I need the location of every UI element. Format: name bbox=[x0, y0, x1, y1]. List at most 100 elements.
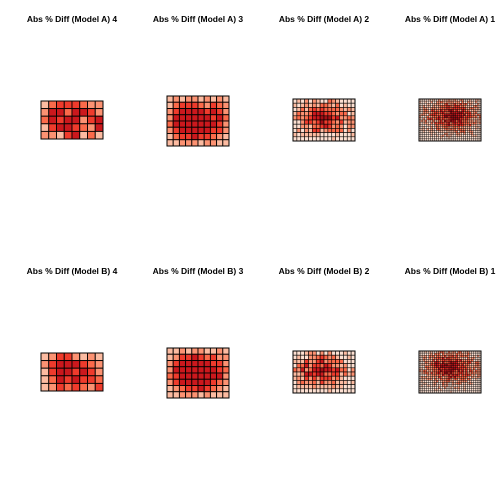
heatmap-cell bbox=[467, 105, 470, 108]
heatmap-cell bbox=[216, 126, 224, 134]
heatmap-cell bbox=[432, 384, 435, 387]
heatmap-cell bbox=[471, 373, 474, 377]
heatmap-cell bbox=[300, 111, 305, 117]
heatmap-cell bbox=[440, 136, 443, 140]
heatmap-cell bbox=[467, 355, 470, 358]
heatmap-cell bbox=[424, 132, 427, 135]
heatmap-cell bbox=[451, 365, 455, 368]
heatmap-cell bbox=[203, 108, 211, 116]
heatmap-cell bbox=[451, 109, 455, 112]
heatmap-cell bbox=[434, 382, 437, 385]
heatmap-cell bbox=[292, 367, 298, 373]
heatmap-cell bbox=[451, 382, 455, 385]
heatmap-cell bbox=[442, 384, 445, 387]
heatmap-cell bbox=[428, 100, 431, 104]
heatmap-cell bbox=[63, 352, 73, 362]
heatmap-cell bbox=[455, 357, 458, 360]
heatmap-cell bbox=[172, 366, 180, 374]
heatmap-cell bbox=[430, 359, 433, 362]
heatmap-cell bbox=[319, 380, 325, 385]
heatmap-cell bbox=[432, 367, 435, 371]
heatmap-cell bbox=[455, 128, 458, 131]
heatmap-cell bbox=[172, 95, 180, 103]
heatmap-cell bbox=[467, 115, 470, 119]
heatmap-cell bbox=[475, 361, 478, 364]
heatmap-cell bbox=[292, 384, 298, 390]
heatmap-cell bbox=[304, 132, 309, 138]
heatmap-cell bbox=[459, 352, 462, 356]
heatmap-cell bbox=[453, 378, 456, 381]
heatmap-cell bbox=[304, 111, 309, 117]
heatmap-cell bbox=[434, 388, 437, 392]
heatmap-cell bbox=[343, 384, 348, 390]
heatmap-cell bbox=[461, 113, 464, 116]
heatmap-cell bbox=[172, 108, 180, 116]
heatmap-cell bbox=[453, 382, 456, 385]
heatmap-cell bbox=[453, 380, 456, 383]
heatmap-cell bbox=[453, 132, 456, 135]
heatmap-cell bbox=[308, 359, 313, 364]
heatmap-cell bbox=[449, 380, 453, 383]
heatmap-cell bbox=[469, 105, 472, 108]
heatmap-cell bbox=[473, 111, 476, 114]
heatmap-cell bbox=[434, 365, 437, 368]
heatmap-cell bbox=[350, 111, 356, 117]
heatmap-cell bbox=[323, 350, 329, 356]
heatmap-cell bbox=[335, 136, 340, 142]
heatmap-cell bbox=[422, 126, 425, 129]
heatmap-panel: Abs % Diff (Model A) 4 bbox=[27, 14, 117, 140]
heatmap-cell bbox=[166, 347, 174, 355]
heatmap-cell bbox=[457, 136, 460, 140]
heatmap-cell bbox=[300, 128, 305, 133]
heatmap-cell bbox=[434, 371, 437, 375]
heatmap-cell bbox=[475, 124, 478, 127]
heatmap-cell bbox=[422, 111, 425, 114]
heatmap-cell bbox=[449, 124, 453, 127]
heatmap-cell bbox=[308, 132, 313, 138]
heatmap-cell bbox=[457, 115, 460, 119]
heatmap-cell bbox=[426, 109, 429, 112]
heatmap-cell bbox=[422, 115, 425, 119]
heatmap-cell bbox=[461, 117, 464, 121]
heatmap-cell bbox=[442, 115, 445, 119]
heatmap-cell bbox=[420, 355, 424, 358]
heatmap-cell bbox=[444, 132, 447, 135]
heatmap-cell bbox=[346, 123, 352, 129]
heatmap-cell bbox=[178, 133, 187, 141]
heatmap-cell bbox=[449, 386, 453, 389]
heatmap-cell bbox=[185, 114, 193, 122]
heatmap-cell bbox=[420, 121, 424, 125]
heatmap-cell bbox=[216, 95, 224, 103]
heatmap-cell bbox=[467, 136, 470, 140]
heatmap-cell bbox=[449, 109, 453, 112]
heatmap-cell bbox=[350, 132, 356, 138]
heatmap-cell bbox=[447, 119, 451, 123]
heatmap-cell bbox=[434, 100, 437, 104]
heatmap-cell bbox=[323, 102, 329, 108]
heatmap-cell bbox=[461, 363, 464, 366]
heatmap-cell bbox=[457, 121, 460, 125]
heatmap-cell bbox=[451, 369, 455, 373]
heatmap-cell bbox=[178, 108, 187, 116]
heatmap-cell bbox=[87, 367, 96, 377]
heatmap-cell bbox=[304, 375, 309, 381]
heatmap-cell bbox=[346, 367, 352, 373]
heatmap-cell bbox=[453, 359, 456, 362]
heatmap-cell bbox=[172, 360, 180, 368]
heatmap-cell bbox=[457, 109, 460, 112]
heatmap-cell bbox=[442, 363, 445, 366]
heatmap-cell bbox=[424, 373, 427, 377]
heatmap-cell bbox=[451, 107, 455, 110]
heatmap-cell bbox=[463, 359, 466, 362]
heatmap-cell bbox=[428, 124, 431, 127]
heatmap-cell bbox=[94, 375, 104, 384]
heatmap-cell bbox=[438, 361, 441, 364]
heatmap-cell bbox=[436, 132, 439, 135]
heatmap-cell bbox=[426, 388, 429, 392]
heatmap-cell bbox=[430, 367, 433, 371]
heatmap-frame bbox=[292, 98, 356, 142]
heatmap-cell bbox=[197, 385, 205, 393]
heatmap-cell bbox=[455, 111, 458, 114]
heatmap-panel: Abs % Diff (Model B) 3 bbox=[153, 266, 244, 399]
heatmap-cell bbox=[300, 375, 305, 381]
